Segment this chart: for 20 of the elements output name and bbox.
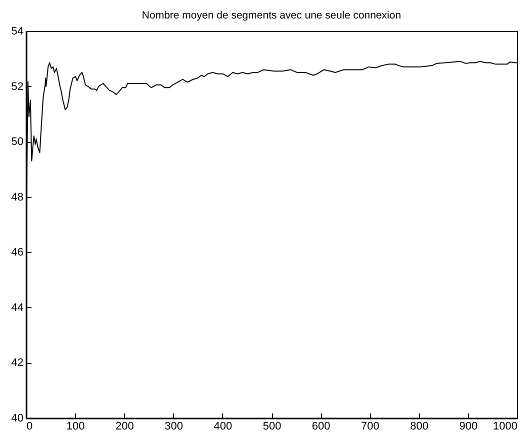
x-tick-label: 500: [262, 420, 282, 432]
x-tick-label: 300: [164, 420, 183, 432]
y-tick-label: 46: [11, 246, 24, 259]
x-tick-label: 600: [312, 420, 330, 432]
y-tick-label: 50: [11, 136, 24, 148]
y-tick-label: 54: [11, 26, 24, 38]
y-tick-label: 52: [11, 80, 24, 93]
y-tick-label: 44: [11, 302, 24, 314]
x-tick-label: 200: [116, 420, 134, 432]
x-tick-label: 800: [410, 420, 428, 432]
y-tick-label: 48: [11, 191, 24, 204]
y-tick-label: 42: [11, 357, 24, 370]
y-tick-label: 40: [11, 412, 24, 424]
x-tick-label: 1000: [493, 420, 518, 432]
x-tick-label: 700: [361, 420, 380, 432]
chart-title: Nombre moyen de segments avec une seule connexion: [142, 10, 402, 22]
x-tick-label: 900: [459, 420, 478, 432]
x-tick-label: 100: [66, 420, 85, 432]
x-tick-label: 0: [26, 420, 33, 432]
x-tick-label: 400: [214, 420, 232, 432]
